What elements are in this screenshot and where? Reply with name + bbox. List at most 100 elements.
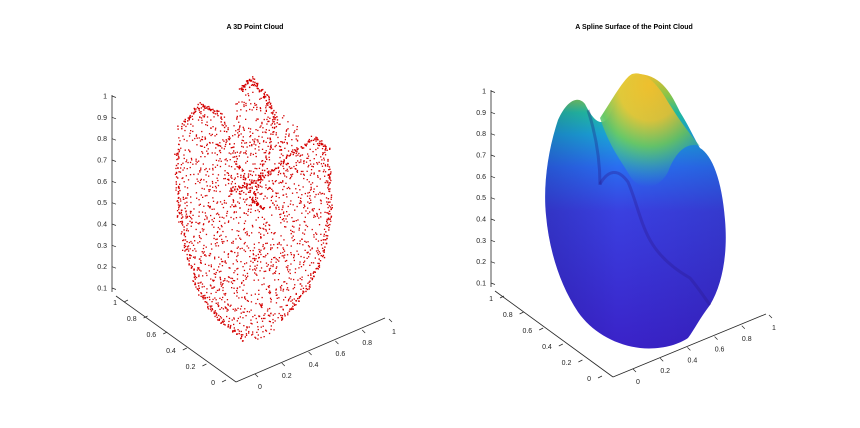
- cloud-point: [243, 174, 245, 177]
- cloud-point: [247, 156, 249, 158]
- cloud-point: [190, 216, 192, 219]
- cloud-point: [241, 168, 243, 170]
- cloud-point: [268, 228, 271, 230]
- cloud-point: [242, 85, 245, 87]
- cloud-point: [313, 163, 315, 165]
- cloud-point: [258, 184, 260, 187]
- cloud-point: [297, 279, 299, 281]
- cloud-point: [257, 260, 259, 263]
- cloud-point: [178, 208, 180, 210]
- cloud-point: [266, 242, 268, 244]
- cloud-point: [318, 161, 320, 163]
- cloud-point: [230, 176, 232, 178]
- cloud-point: [323, 228, 326, 230]
- cloud-point: [283, 313, 286, 315]
- cloud-point: [246, 310, 248, 313]
- cloud-point: [274, 123, 276, 125]
- cloud-point: [281, 117, 284, 119]
- cloud-point: [229, 137, 231, 139]
- cloud-point: [303, 160, 305, 162]
- cloud-point: [199, 222, 201, 224]
- cloud-point: [246, 204, 248, 206]
- cloud-point: [256, 203, 258, 205]
- cloud-point: [288, 310, 291, 312]
- cloud-point: [292, 153, 294, 156]
- cloud-point: [280, 162, 282, 164]
- cloud-point: [308, 246, 311, 248]
- cloud-point: [184, 250, 186, 252]
- cloud-point: [209, 284, 212, 286]
- cloud-point: [296, 205, 298, 208]
- cloud-point: [279, 213, 281, 216]
- cloud-point: [325, 231, 327, 233]
- cloud-point: [295, 164, 298, 166]
- cloud-point: [290, 300, 292, 302]
- x-tick-label: 0: [636, 379, 640, 386]
- cloud-point: [228, 136, 230, 138]
- cloud-point: [255, 317, 257, 320]
- cloud-point: [250, 152, 252, 155]
- cloud-point: [238, 222, 240, 224]
- cloud-point: [271, 180, 274, 182]
- cloud-point: [270, 171, 272, 173]
- cloud-point: [264, 152, 267, 154]
- cloud-point: [275, 111, 277, 114]
- cloud-point: [209, 207, 211, 209]
- cloud-point: [244, 86, 246, 88]
- cloud-point: [323, 233, 325, 235]
- cloud-point: [286, 187, 288, 190]
- cloud-point: [281, 317, 284, 319]
- cloud-point: [267, 94, 269, 96]
- cloud-point: [211, 133, 213, 136]
- cloud-point: [236, 295, 238, 297]
- cloud-point: [207, 303, 209, 305]
- cloud-point: [233, 280, 236, 282]
- cloud-point: [224, 177, 226, 180]
- cloud-point: [183, 234, 185, 236]
- cloud-point: [217, 179, 219, 182]
- cloud-point: [319, 199, 322, 201]
- cloud-point: [328, 205, 330, 207]
- cloud-point: [235, 163, 238, 165]
- cloud-point: [242, 146, 244, 148]
- cloud-point: [285, 156, 288, 159]
- cloud-point: [193, 276, 196, 279]
- cloud-point: [296, 139, 299, 141]
- cloud-point: [238, 230, 240, 232]
- cloud-point: [217, 303, 219, 306]
- cloud-point: [327, 217, 330, 219]
- cloud-point: [201, 187, 203, 190]
- x-tick-mark: [659, 357, 664, 362]
- cloud-point: [299, 263, 301, 265]
- cloud-point: [264, 313, 266, 315]
- cloud-point: [284, 226, 286, 228]
- cloud-point: [328, 229, 330, 231]
- cloud-point: [244, 263, 246, 265]
- cloud-point: [223, 130, 226, 132]
- cloud-point: [220, 258, 222, 260]
- cloud-point: [210, 214, 212, 217]
- cloud-point: [202, 247, 205, 250]
- cloud-point: [326, 225, 328, 227]
- cloud-point: [261, 306, 263, 309]
- cloud-point: [215, 245, 217, 247]
- cloud-point: [190, 123, 192, 125]
- cloud-point: [263, 163, 265, 165]
- cloud-point: [212, 111, 214, 114]
- cloud-point: [295, 155, 297, 157]
- cloud-point: [291, 150, 293, 153]
- cloud-point: [226, 140, 228, 142]
- cloud-point: [185, 215, 187, 217]
- cloud-point: [252, 132, 254, 134]
- cloud-point: [265, 107, 267, 109]
- cloud-point: [267, 116, 269, 118]
- cloud-point: [220, 283, 222, 285]
- cloud-point: [210, 285, 212, 287]
- y-tick-mark: [202, 363, 207, 367]
- cloud-point: [212, 287, 214, 289]
- cloud-point: [263, 93, 266, 96]
- cloud-point: [265, 184, 267, 186]
- cloud-point: [223, 320, 225, 322]
- cloud-point: [244, 201, 246, 203]
- cloud-point: [282, 288, 285, 290]
